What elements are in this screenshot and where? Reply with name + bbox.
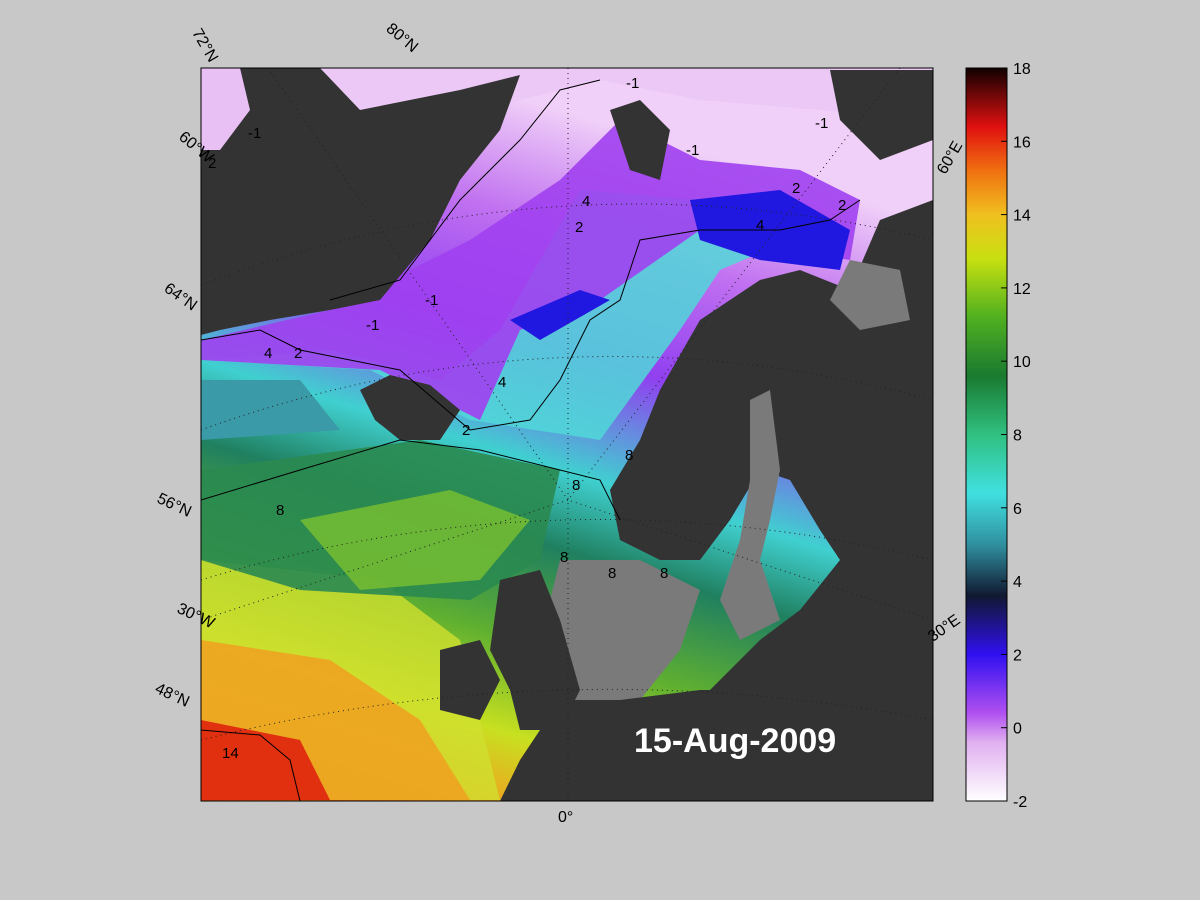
teal-patch: [201, 380, 340, 440]
contour-label: 8: [572, 477, 580, 494]
contour-label: 4: [498, 374, 506, 391]
contour-label: -1: [686, 142, 699, 159]
contour-label: 2: [208, 155, 216, 172]
lon-label-60e: 60°E: [934, 139, 966, 178]
white-sea: [830, 260, 910, 330]
colorbar-tick-label: 16: [1013, 134, 1031, 151]
colorbar-gradient: [965, 67, 1008, 802]
lat-label-56n: 56°N: [154, 490, 194, 521]
contour-label: -1: [366, 317, 379, 334]
lightgreen-patch: [300, 490, 530, 590]
colorbar-tick-label: 2: [1013, 647, 1022, 664]
contour-label: 8: [276, 502, 284, 519]
contour-label: 4: [756, 217, 764, 234]
date-label: 15-Aug-2009: [634, 722, 836, 760]
contour-label-group: -1 -1 -1 -1 -1 2 4 2 4 2 4 2 4 2 2 -1 8 …: [208, 75, 846, 762]
greenland-coast-ice: [201, 68, 250, 150]
greenland-landmass: [201, 68, 520, 335]
contour-label: 8: [608, 565, 616, 582]
contour-label: 2: [792, 180, 800, 197]
colorbar-tick-label: 0: [1013, 721, 1022, 738]
colorbar-ticks: 18 16 14 12 10 8 6 4 2 0 -2: [1001, 61, 1031, 811]
colorbar-tick-label: 10: [1013, 354, 1031, 371]
novaya-zemlya-landmass: [830, 70, 933, 160]
contour-label: -1: [248, 125, 261, 142]
colorbar-tick-label: 18: [1013, 61, 1031, 78]
graticule: [201, 68, 933, 801]
map-panel: [201, 68, 933, 801]
lat-label-72n: 72°N: [188, 26, 221, 65]
colorbar-tick-label: 12: [1013, 281, 1031, 298]
colorbar-tick-label: 6: [1013, 501, 1022, 518]
contour-label: 2: [838, 197, 846, 214]
lat-label-48n: 48°N: [152, 680, 192, 711]
contour-label: 4: [264, 345, 272, 362]
contour-label: 2: [575, 219, 583, 236]
colorbar-tick-label: -2: [1013, 794, 1027, 811]
contour-label: 2: [462, 422, 470, 439]
svalbard-landmass: [610, 100, 670, 180]
hottest-region: [201, 720, 330, 800]
contour-label: 8: [660, 565, 668, 582]
europe-landmass: [500, 690, 933, 801]
contour-label: 2: [294, 345, 302, 362]
lon-label-0: 0°: [558, 809, 573, 826]
purple-region: [201, 120, 860, 420]
baltic-sea: [720, 390, 780, 640]
blue-patch-2: [510, 290, 610, 340]
iceland-landmass: [360, 375, 460, 440]
contour-lines: [201, 79, 861, 801]
contour-label: -1: [425, 292, 438, 309]
colorbar-tick-label: 14: [1013, 208, 1031, 225]
colorbar-tick-label: 8: [1013, 428, 1022, 445]
lon-label-80n: 80°N: [383, 20, 421, 56]
ireland-landmass: [440, 640, 500, 720]
contour-label: 4: [582, 193, 590, 210]
north-sea: [540, 560, 700, 720]
map-frame: [200, 67, 934, 802]
contour-label: 14: [222, 745, 239, 762]
contour-label: 8: [560, 549, 568, 566]
lat-label-64n: 64°N: [161, 280, 200, 314]
contour-label: -1: [815, 115, 828, 132]
contour-label: -1: [626, 75, 639, 92]
colorbar-tick-label: 4: [1013, 574, 1022, 591]
colorbar: 18 16 14 12 10 8 6 4 2 0 -2: [965, 61, 1031, 811]
contour-label: 8: [625, 447, 633, 464]
